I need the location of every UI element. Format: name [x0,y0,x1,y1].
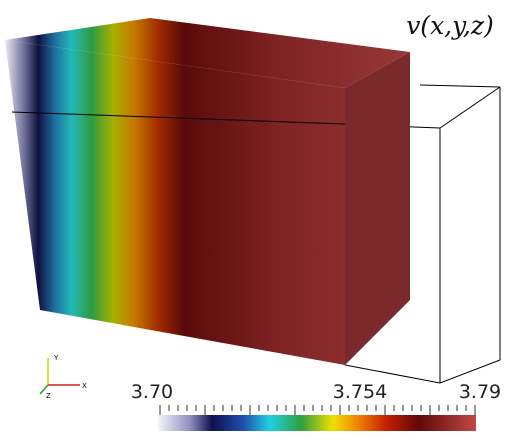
top-face [5,18,410,88]
color-bar-ticks [159,405,476,415]
colorbar-label: 3.754 [333,381,387,403]
side-face [345,52,410,365]
axis-label: Z [46,392,51,400]
color-bar [158,415,476,431]
front-face [5,40,345,365]
outline-edge [11,111,346,125]
axis-label: X [82,382,87,390]
axis-label: Y [53,354,59,362]
colorbar-label: 3.79 [459,381,501,403]
colorbar-label: 3.70 [131,381,173,403]
axes-triad: Y X Z [39,354,87,400]
title: v(x,y,z) [406,11,494,40]
